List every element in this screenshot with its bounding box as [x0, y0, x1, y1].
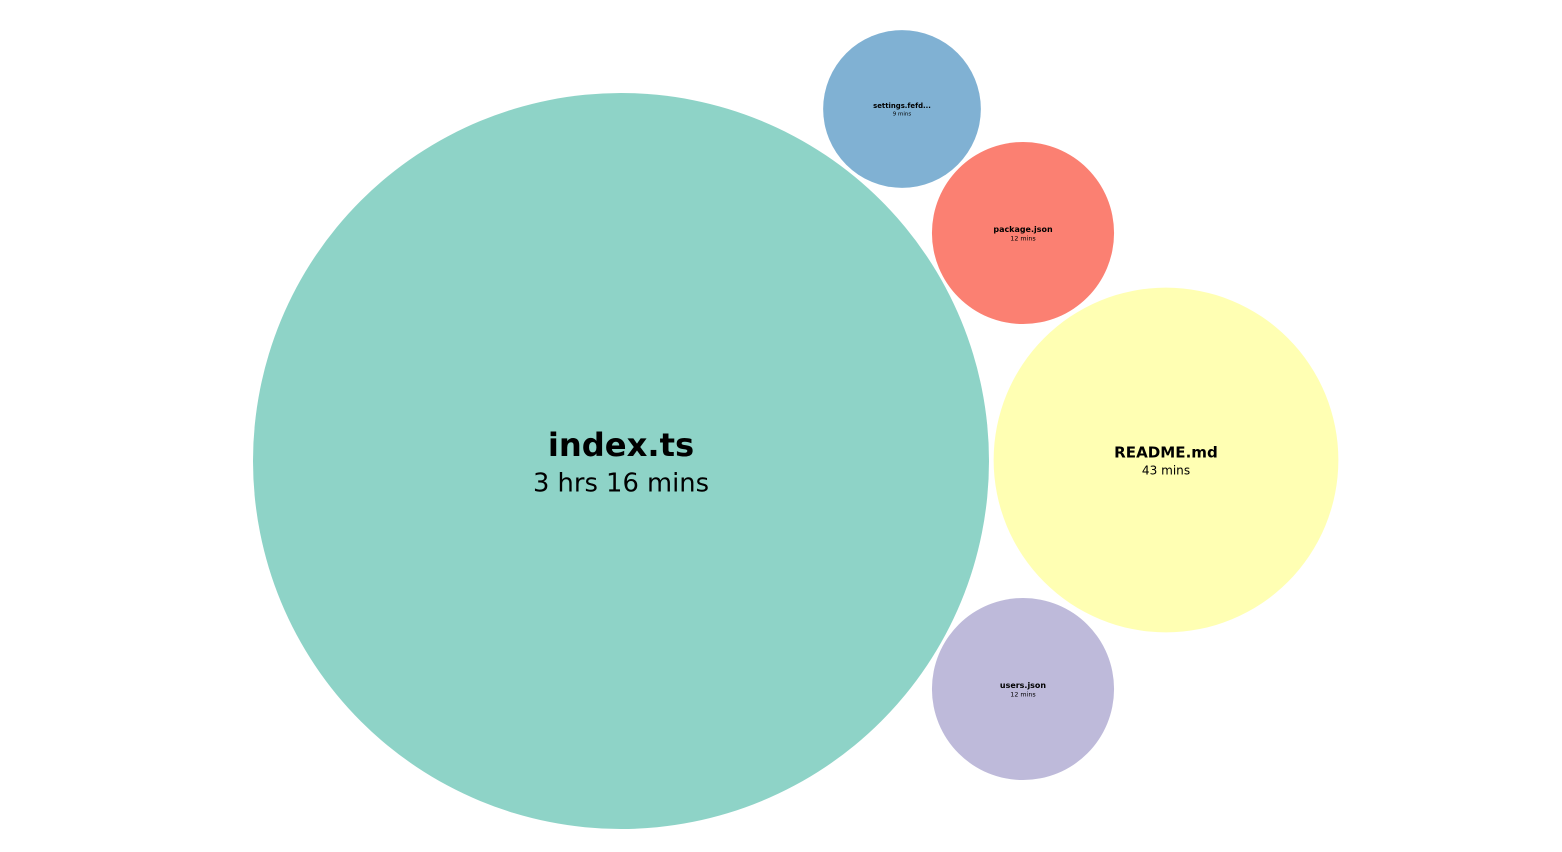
bubble-time-label: 12 mins	[1010, 691, 1035, 699]
bubble-index-ts[interactable]: index.ts 3 hrs 16 mins	[253, 93, 989, 829]
bubble-circle[interactable]	[931, 597, 1115, 781]
bubble-label: index.ts	[548, 426, 694, 464]
bubble-circle[interactable]	[993, 287, 1339, 633]
bubble-label: package.json	[993, 225, 1053, 234]
bubble-settings-fefd[interactable]: settings.fefd... 9 mins	[823, 30, 981, 188]
bubble-label: settings.fefd...	[873, 102, 931, 110]
bubble-circle[interactable]	[253, 93, 989, 829]
bubble-label: users.json	[1000, 681, 1046, 690]
bubble-time-label: 12 mins	[1010, 235, 1035, 243]
bubble-circle[interactable]	[823, 30, 981, 188]
bubble-time-label: 3 hrs 16 mins	[533, 469, 709, 499]
bubble-label: README.md	[1114, 444, 1218, 462]
bubble-circle[interactable]	[931, 141, 1115, 325]
bubble-time-label: 43 mins	[1142, 463, 1190, 477]
bubbles-layer: index.ts 3 hrs 16 mins settings.fefd... 9 m…	[253, 30, 1339, 829]
bubble-time-label: 9 mins	[893, 112, 912, 118]
